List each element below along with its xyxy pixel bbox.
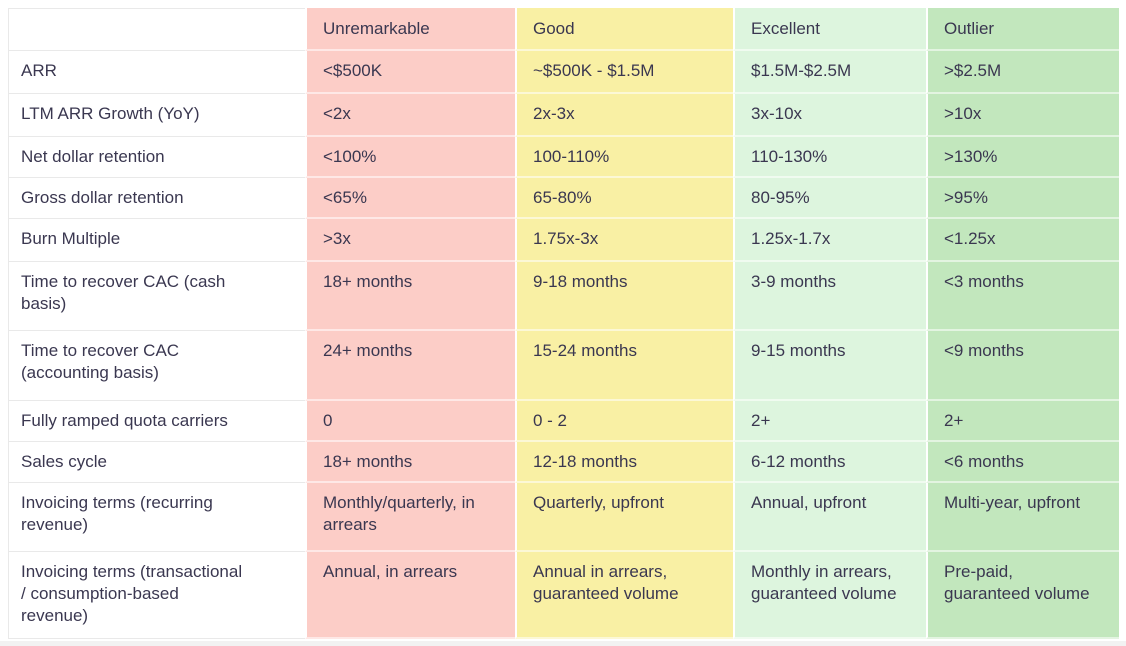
- value-cell-excellent: 3-9 months: [733, 262, 926, 331]
- value-cell-outlier: <9 months: [926, 331, 1119, 401]
- table-row: Burn Multiple >3x 1.75x-3x 1.25x-1.7x <1.25x: [8, 219, 1119, 262]
- value-cell-excellent: 2+: [733, 401, 926, 442]
- table-row: Sales cycle 18+ months 12-18 months 6-12 mo…: [8, 442, 1119, 483]
- table-row: ARR <$500K ~$500K - $1.5M $1.5M-$2.5M >$2.5M: [8, 51, 1119, 94]
- table-row: Gross dollar retention <65% 65-80% 80-95% >9…: [8, 178, 1119, 219]
- value-cell-good: 15-24 months: [515, 331, 733, 401]
- value-cell-excellent: 1.25x-1.7x: [733, 219, 926, 262]
- value-cell-outlier: <1.25x: [926, 219, 1119, 262]
- column-header-unremarkable: Unremarkable: [305, 8, 515, 51]
- corner-cell: [8, 8, 305, 51]
- metric-label: Time to recover CAC (cash basis): [8, 262, 305, 331]
- table-row: Fully ramped quota carriers 0 0 - 2 2+ 2+: [8, 401, 1119, 442]
- value-cell-excellent: Monthly in arrears, guaranteed volume: [733, 552, 926, 639]
- saas-benchmark-table: Unremarkable Good Excellent Outlier ARR <…: [8, 8, 1119, 639]
- value-cell-outlier: <3 months: [926, 262, 1119, 331]
- metric-label: LTM ARR Growth (YoY): [8, 94, 305, 137]
- metric-label: Fully ramped quota carriers: [8, 401, 305, 442]
- value-cell-outlier: <6 months: [926, 442, 1119, 483]
- metric-label: Time to recover CAC (accounting basis): [8, 331, 305, 401]
- header-row: Unremarkable Good Excellent Outlier: [8, 8, 1119, 51]
- value-cell-unremarkable: 0: [305, 401, 515, 442]
- metric-label: Burn Multiple: [8, 219, 305, 262]
- value-cell-unremarkable: <65%: [305, 178, 515, 219]
- value-cell-unremarkable: 18+ months: [305, 262, 515, 331]
- value-cell-unremarkable: <2x: [305, 94, 515, 137]
- value-cell-excellent: 110-130%: [733, 137, 926, 178]
- value-cell-excellent: 3x-10x: [733, 94, 926, 137]
- metric-label: ARR: [8, 51, 305, 94]
- value-cell-outlier: Pre-paid, guaranteed volume: [926, 552, 1119, 639]
- value-cell-good: 0 - 2: [515, 401, 733, 442]
- table-row: Time to recover CAC (accounting basis) 24…: [8, 331, 1119, 401]
- value-cell-good: 65-80%: [515, 178, 733, 219]
- value-cell-unremarkable: 24+ months: [305, 331, 515, 401]
- metric-label: Invoicing terms (transactional / consump…: [8, 552, 305, 639]
- metric-label: Sales cycle: [8, 442, 305, 483]
- metric-label: Gross dollar retention: [8, 178, 305, 219]
- value-cell-outlier: Multi-year, upfront: [926, 483, 1119, 552]
- value-cell-unremarkable: Monthly/quarterly, in arrears: [305, 483, 515, 552]
- value-cell-excellent: 80-95%: [733, 178, 926, 219]
- value-cell-unremarkable: 18+ months: [305, 442, 515, 483]
- value-cell-outlier: >10x: [926, 94, 1119, 137]
- value-cell-unremarkable: <100%: [305, 137, 515, 178]
- value-cell-good: 12-18 months: [515, 442, 733, 483]
- value-cell-outlier: 2+: [926, 401, 1119, 442]
- table-row: Invoicing terms (transactional / consump…: [8, 552, 1119, 639]
- page-bottom-divider: [0, 641, 1126, 646]
- value-cell-outlier: >95%: [926, 178, 1119, 219]
- value-cell-good: 2x-3x: [515, 94, 733, 137]
- value-cell-unremarkable: Annual, in arrears: [305, 552, 515, 639]
- value-cell-good: ~$500K - $1.5M: [515, 51, 733, 94]
- value-cell-good: Quarterly, upfront: [515, 483, 733, 552]
- table-body: ARR <$500K ~$500K - $1.5M $1.5M-$2.5M >$2.5M…: [8, 51, 1119, 639]
- value-cell-excellent: Annual, upfront: [733, 483, 926, 552]
- table-row: Time to recover CAC (cash basis) 18+ mont…: [8, 262, 1119, 331]
- value-cell-good: 100-110%: [515, 137, 733, 178]
- value-cell-good: 9-18 months: [515, 262, 733, 331]
- value-cell-outlier: >130%: [926, 137, 1119, 178]
- table-row: LTM ARR Growth (YoY) <2x 2x-3x 3x-10x >10x: [8, 94, 1119, 137]
- value-cell-excellent: 6-12 months: [733, 442, 926, 483]
- table-header: Unremarkable Good Excellent Outlier: [8, 8, 1119, 51]
- table-row: Net dollar retention <100% 100-110% 110-130…: [8, 137, 1119, 178]
- value-cell-good: Annual in arrears, guaranteed volume: [515, 552, 733, 639]
- value-cell-unremarkable: >3x: [305, 219, 515, 262]
- column-header-outlier: Outlier: [926, 8, 1119, 51]
- metric-label: Invoicing terms (recurring revenue): [8, 483, 305, 552]
- table-row: Invoicing terms (recurring revenue) Month…: [8, 483, 1119, 552]
- value-cell-good: 1.75x-3x: [515, 219, 733, 262]
- metric-label: Net dollar retention: [8, 137, 305, 178]
- column-header-excellent: Excellent: [733, 8, 926, 51]
- value-cell-excellent: 9-15 months: [733, 331, 926, 401]
- value-cell-unremarkable: <$500K: [305, 51, 515, 94]
- value-cell-outlier: >$2.5M: [926, 51, 1119, 94]
- column-header-good: Good: [515, 8, 733, 51]
- value-cell-excellent: $1.5M-$2.5M: [733, 51, 926, 94]
